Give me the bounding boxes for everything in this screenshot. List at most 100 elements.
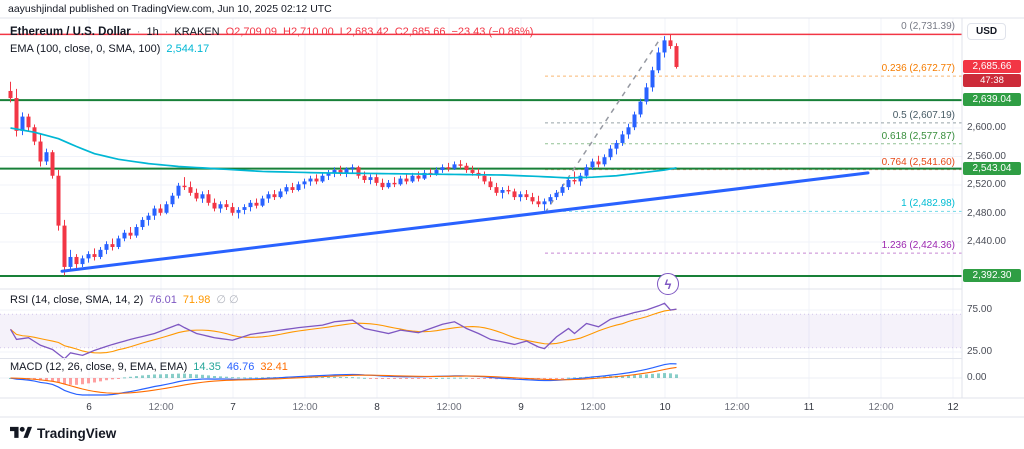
candle xyxy=(218,204,223,209)
macd-hist-bar xyxy=(393,378,396,379)
macd-hist-bar xyxy=(327,376,330,378)
macd-hist-bar xyxy=(135,376,138,378)
candle xyxy=(56,175,61,226)
candle xyxy=(8,90,13,99)
macd-value: 46.76 xyxy=(226,361,255,373)
price-badge: 2,543.04 xyxy=(963,161,1021,175)
candle xyxy=(320,175,325,182)
candle xyxy=(662,40,667,53)
fib-level-label: 0 (2,731.39) xyxy=(901,21,955,33)
candle xyxy=(242,207,247,210)
candle xyxy=(146,215,151,220)
macd-signal-value: 32.41 xyxy=(260,361,288,373)
ema-line xyxy=(10,127,677,179)
candle xyxy=(236,209,241,213)
macd-hist-bar xyxy=(111,378,114,380)
candle xyxy=(86,254,91,259)
trendline[interactable] xyxy=(60,171,870,273)
candle xyxy=(116,238,121,247)
ohlc-low: L2,683.42 xyxy=(339,26,389,38)
macd-hist-bar xyxy=(225,376,228,378)
candle xyxy=(422,172,427,179)
macd-hist-bar xyxy=(45,378,48,381)
tradingview-footer[interactable]: TradingView xyxy=(10,423,116,443)
candle xyxy=(608,148,613,158)
macd-hist-bar xyxy=(63,378,66,385)
candle xyxy=(656,52,661,71)
macd-hist-bar xyxy=(39,378,42,381)
candle xyxy=(122,232,127,239)
candle xyxy=(98,249,103,257)
candle xyxy=(524,194,529,198)
macd-legend: MACD (12, 26, close, 9, EMA, EMA) 14.35 … xyxy=(10,361,288,373)
candle xyxy=(590,161,595,168)
candle xyxy=(440,167,445,171)
macd-hist-bar xyxy=(465,377,468,379)
candle xyxy=(248,202,253,208)
rsi-line xyxy=(9,302,677,360)
rsi-ma-line xyxy=(10,308,677,354)
time-axis-label: 12:00 xyxy=(724,402,750,413)
price-badge: 2,685.66 xyxy=(963,59,1021,73)
macd-hist-bar xyxy=(237,377,240,379)
candle xyxy=(578,175,583,182)
macd-hist-bar xyxy=(405,378,408,379)
rsi-legend: RSI (14, close, SMA, 14, 2) 76.01 71.98 … xyxy=(10,293,239,306)
ema-value: 2,544.17 xyxy=(166,43,210,55)
candle xyxy=(74,256,79,265)
macd-hist-bar xyxy=(429,378,432,379)
candle xyxy=(548,197,553,202)
separator-dot: · xyxy=(164,26,169,38)
time-axis-label: 8 xyxy=(374,402,380,413)
macd-hist-bar xyxy=(219,376,222,378)
time-axis-label: 7 xyxy=(230,402,236,413)
price-axis-label: 2,600.00 xyxy=(967,122,1006,133)
macd-hist-bar xyxy=(207,375,210,378)
time-axis-label: 6 xyxy=(86,402,92,413)
candle xyxy=(554,192,559,198)
macd-hist-bar xyxy=(549,378,552,379)
price-axis-label: 2,480.00 xyxy=(967,207,1006,219)
lightning-marker[interactable]: ϟ xyxy=(657,273,679,295)
candle xyxy=(632,114,637,128)
macd-hist-bar xyxy=(255,377,258,379)
macd-hist-bar xyxy=(153,374,156,378)
macd-hist-bar xyxy=(339,376,342,378)
candle xyxy=(128,232,133,236)
macd-hist-bar xyxy=(633,375,636,378)
macd-hist-bar xyxy=(171,373,174,378)
rsi-ma-value: 71.98 xyxy=(182,294,211,306)
macd-hist-bar xyxy=(651,373,654,378)
macd-hist-bar xyxy=(471,378,474,379)
macd-hist-bar xyxy=(213,376,216,378)
candle xyxy=(194,192,199,199)
macd-hist-bar xyxy=(141,375,144,378)
price-badge: 2,392.30 xyxy=(963,268,1021,282)
macd-hist-bar xyxy=(555,378,558,379)
time-axis[interactable] xyxy=(0,398,962,416)
candle xyxy=(572,180,577,182)
price-axis-label: 2,560.00 xyxy=(967,150,1006,162)
currency-button[interactable]: USD xyxy=(967,23,1007,40)
interval-label: 1h xyxy=(146,26,159,38)
time-axis-label: 9 xyxy=(518,402,524,413)
fib-level-label: 0.236 (2,672.77) xyxy=(881,63,955,75)
candle xyxy=(206,194,211,203)
macd-hist-bar xyxy=(567,377,570,379)
candle xyxy=(470,170,475,173)
macd-label: MACD (12, 26, close, 9, EMA, EMA) xyxy=(10,361,188,373)
countdown-badge: 47:38 xyxy=(963,73,1021,87)
macd-hist-bar xyxy=(603,376,606,378)
macd-hist-bar xyxy=(459,377,462,379)
separator-dot: · xyxy=(136,26,141,38)
candle xyxy=(272,194,277,198)
candle xyxy=(332,170,337,173)
candle xyxy=(326,172,331,176)
candle xyxy=(404,178,409,182)
candle xyxy=(512,191,517,198)
rsi-hidden-values-icon: ∅ ∅ xyxy=(216,294,239,306)
macd-hist-bar xyxy=(117,378,120,379)
macd-hist-bar xyxy=(267,377,270,379)
macd-hist-bar xyxy=(387,378,390,379)
